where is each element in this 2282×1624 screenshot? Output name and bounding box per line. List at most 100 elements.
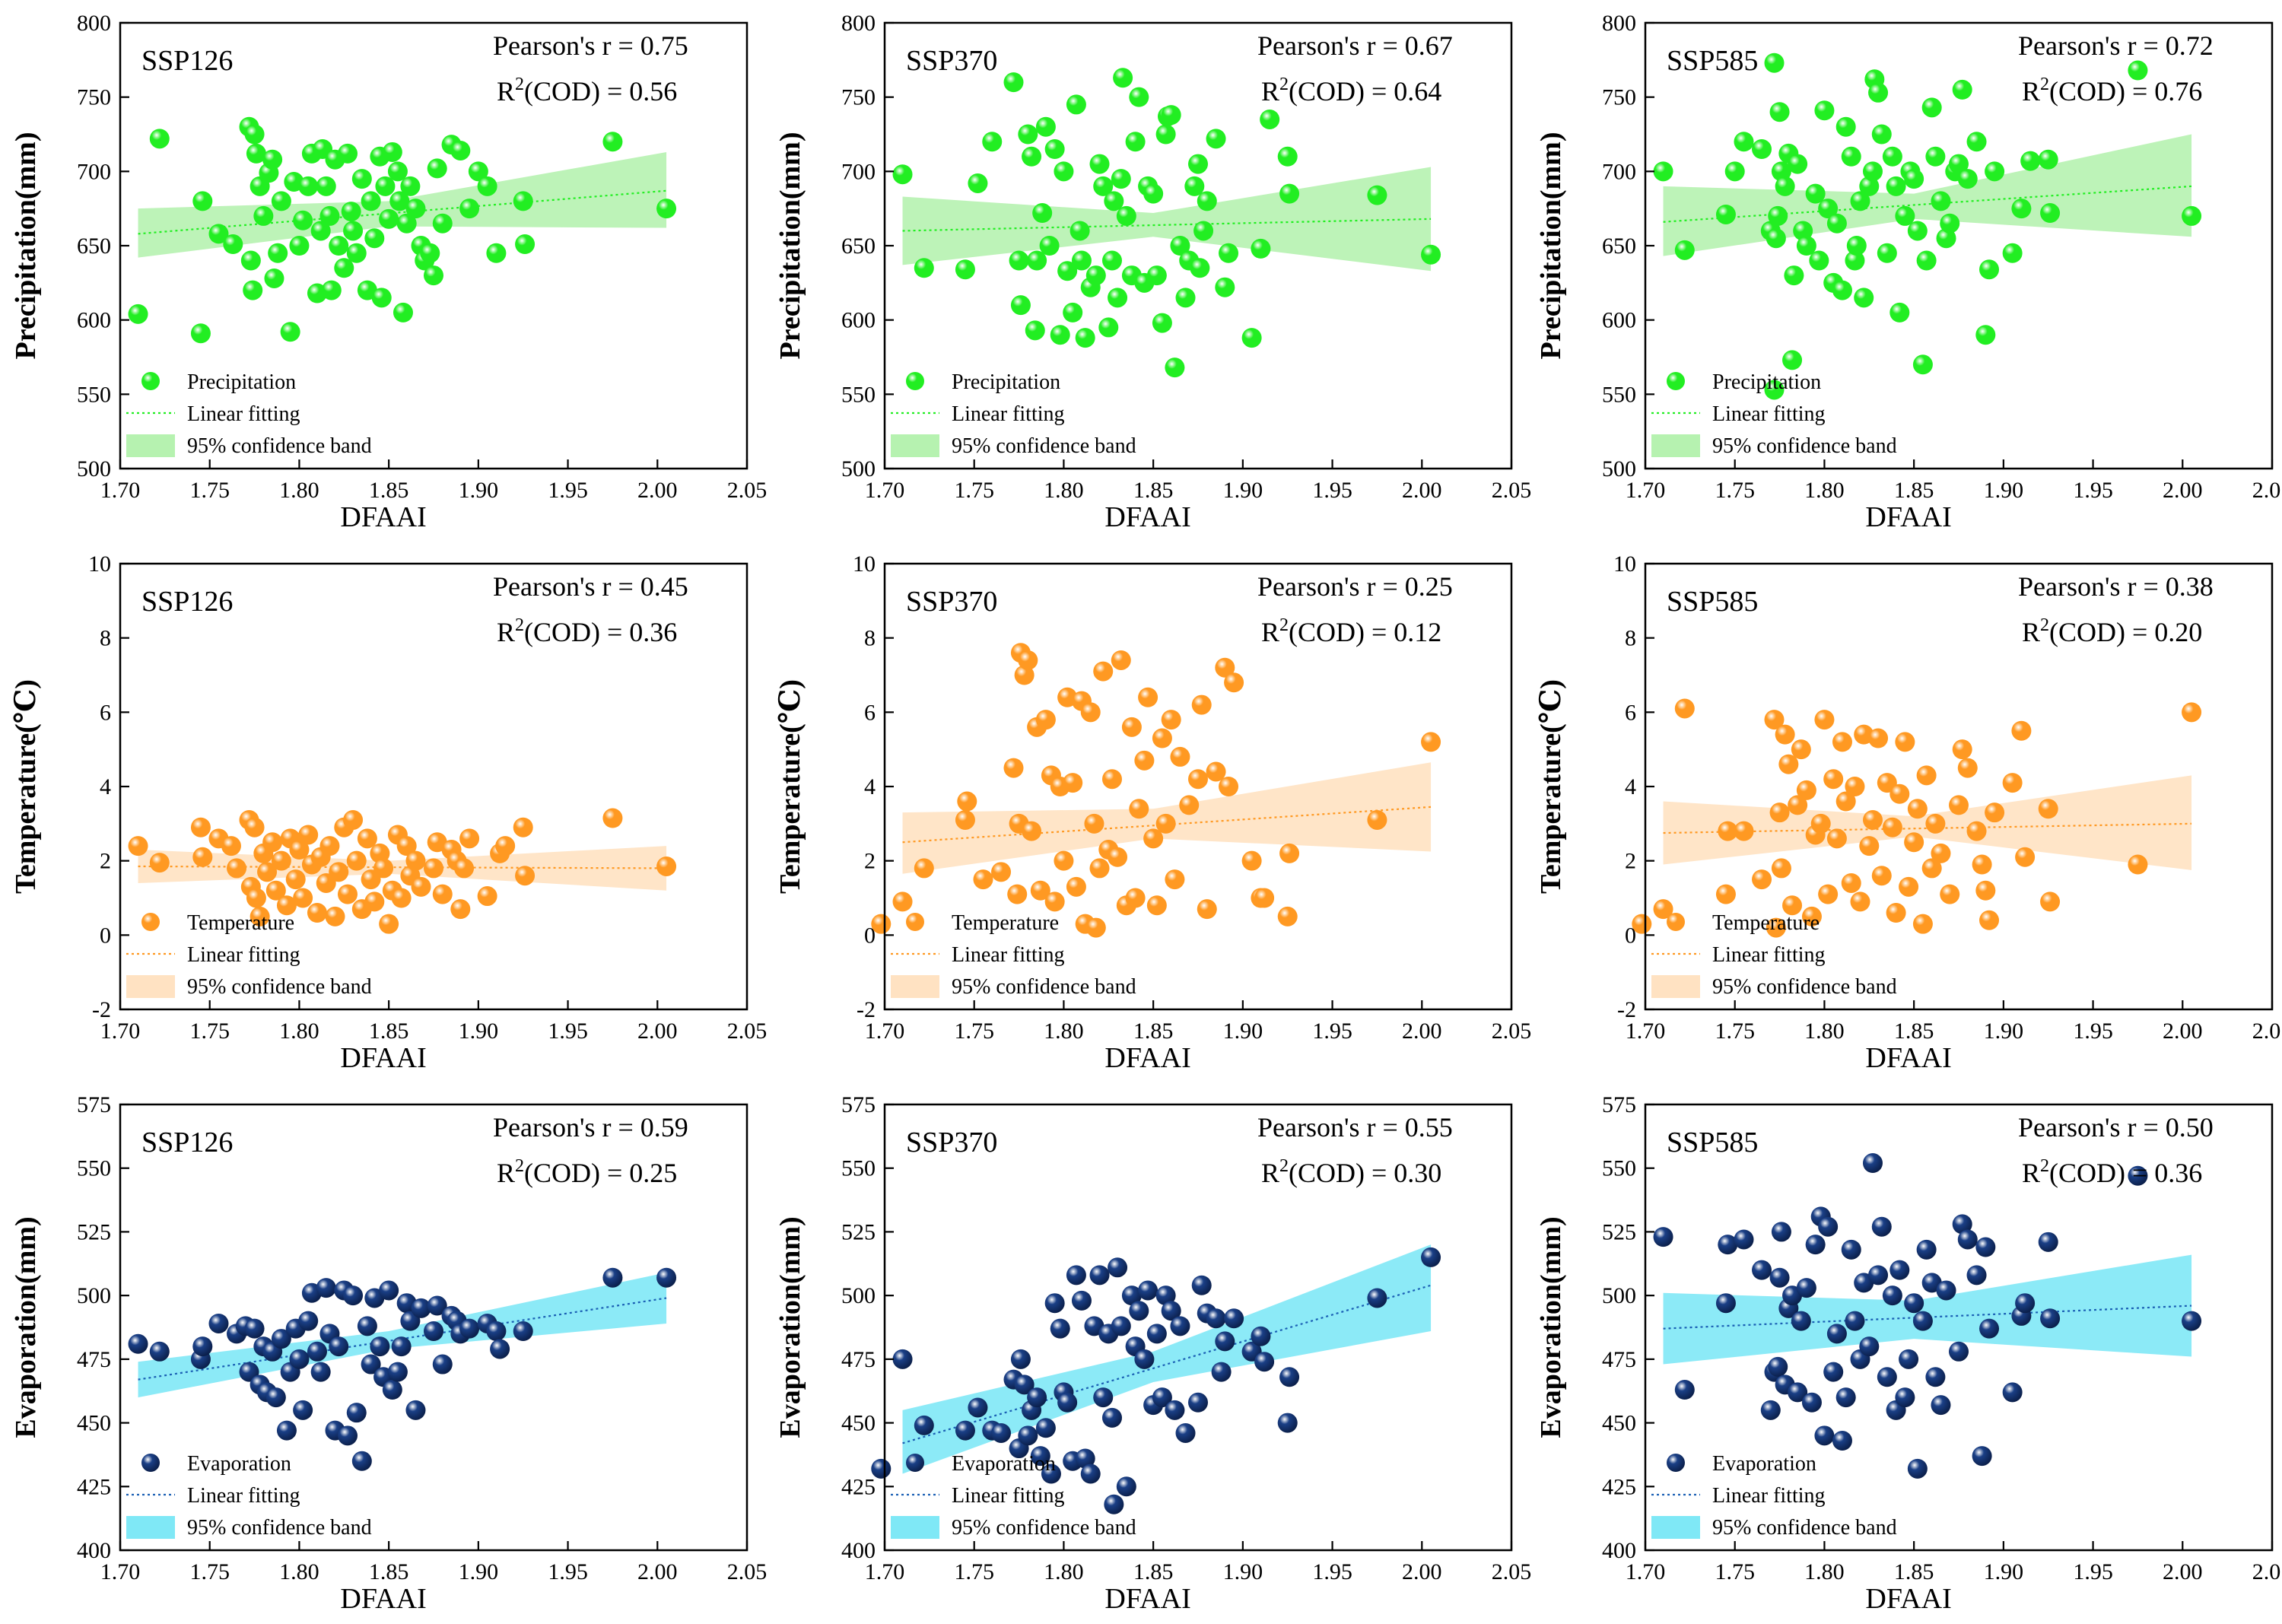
x-tick-label: 1.85: [369, 1559, 409, 1584]
data-point: [1846, 236, 1867, 256]
data-point: [1027, 1387, 1047, 1408]
x-tick-label: 2.05: [2252, 1019, 2282, 1044]
x-tick-label: 1.95: [548, 478, 588, 503]
data-point: [361, 191, 381, 211]
data-point: [264, 268, 284, 288]
data-point: [1277, 146, 1298, 167]
data-point: [1818, 1216, 1839, 1237]
legend-band-label: 95% confidence band: [1712, 1516, 1897, 1540]
data-point: [513, 817, 533, 837]
scenario-label: SSP585: [1667, 586, 1758, 618]
data-point: [1003, 72, 1024, 93]
data-point: [955, 259, 975, 280]
data-point: [513, 1321, 533, 1342]
data-point: [1165, 1400, 1185, 1420]
x-axis-label: DFAAI: [340, 501, 426, 533]
y-tick-label: 600: [77, 308, 111, 333]
data-point: [396, 213, 417, 234]
data-point: [1125, 132, 1146, 152]
data-point: [1715, 204, 1736, 224]
data-point: [262, 832, 283, 853]
data-point: [1116, 1476, 1136, 1497]
plot-frame: [883, 1103, 1513, 1552]
data-point: [1940, 884, 1960, 904]
data-point: [1826, 828, 1847, 849]
data-point: [1724, 161, 1745, 182]
pearson-label: Pearson's r = 0.59: [493, 1112, 688, 1143]
data-point: [490, 1339, 510, 1359]
data-point: [1889, 302, 1910, 323]
data-point: [1075, 1448, 1095, 1469]
data-point: [341, 202, 361, 222]
data-point: [1129, 87, 1149, 107]
data-point: [1421, 244, 1441, 265]
data-point: [1862, 809, 1883, 830]
data-point: [361, 1354, 381, 1375]
data-point: [289, 1349, 310, 1369]
x-tick-label: 1.95: [2073, 1559, 2113, 1584]
y-axis-label: Temperature(℃): [1535, 679, 1567, 894]
data-point: [1653, 1227, 1673, 1247]
data-point: [1985, 802, 2005, 823]
data-point: [2182, 702, 2202, 723]
chart-svg: 1.70 1.75 1.80 1.85 1.90 1.95 2.00 2.05 400 425 45…: [1535, 1092, 2282, 1615]
data-point: [1862, 1153, 1883, 1174]
data-point: [2040, 203, 2061, 224]
y-tick-label: 400: [1602, 1538, 1636, 1563]
data-point: [459, 1318, 480, 1339]
data-point: [149, 853, 170, 873]
x-tick-label: 1.75: [1715, 478, 1755, 503]
data-point: [1421, 1247, 1441, 1267]
data-point: [289, 236, 310, 256]
data-point: [459, 828, 480, 849]
data-point: [1251, 238, 1271, 259]
data-point: [424, 1321, 443, 1342]
data-point: [1931, 843, 1951, 863]
data-point: [1975, 325, 1996, 345]
legend-marker: [906, 913, 924, 931]
x-tick-label: 1.90: [1984, 1559, 2024, 1584]
data-point: [1936, 228, 1956, 249]
data-point: [2002, 243, 2023, 263]
y-tick-label: 650: [841, 234, 876, 259]
x-tick-label: 1.85: [1133, 1559, 1174, 1584]
x-tick-label: 2.00: [2163, 478, 2203, 503]
legend-series-label: Precipitation: [187, 370, 296, 394]
data-point: [486, 243, 507, 263]
data-point: [149, 129, 170, 149]
x-tick-label: 1.75: [954, 1559, 994, 1584]
x-tick-label: 2.05: [1492, 1019, 1532, 1044]
data-point: [1025, 320, 1045, 341]
legend-marker: [1667, 913, 1685, 931]
data-point: [1190, 258, 1210, 278]
data-point: [1003, 758, 1024, 778]
data-point: [379, 1280, 399, 1301]
x-axis-label: DFAAI: [1104, 1583, 1190, 1615]
data-point: [346, 1403, 367, 1423]
data-point: [2011, 199, 2032, 219]
data-point: [1188, 1392, 1208, 1413]
data-point: [1022, 146, 1042, 167]
data-point: [1134, 1349, 1155, 1369]
data-point: [1129, 1301, 1149, 1321]
x-tick-label: 1.70: [865, 1019, 905, 1044]
data-point: [991, 1422, 1012, 1443]
data-point: [1063, 302, 1083, 323]
data-point: [1155, 1286, 1176, 1306]
chart-svg: 1.70 1.75 1.80 1.85 1.90 1.95 2.00 2.05 -2 0 2 4 6 8 1…: [1535, 551, 2282, 1074]
x-tick-label: 2.05: [2252, 478, 2282, 503]
x-tick-label: 1.80: [1804, 1559, 1845, 1584]
chart-panel: 1.70 1.75 1.80 1.85 1.90 1.95 2.00 2.05 400 425 45…: [764, 1082, 1531, 1622]
data-point: [1889, 1260, 1910, 1280]
data-point: [329, 236, 349, 256]
data-point: [1161, 105, 1181, 126]
data-point: [310, 221, 331, 241]
data-point: [246, 888, 266, 908]
data-point: [192, 1336, 213, 1357]
data-point: [1832, 280, 1852, 300]
legend-band-label: 95% confidence band: [952, 975, 1136, 999]
data-point: [1985, 161, 2005, 182]
x-tick-label: 2.00: [637, 1559, 678, 1584]
chart-panel: 1.70 1.75 1.80 1.85 1.90 1.95 2.00 2.05 400 425 45…: [0, 1082, 767, 1622]
data-point: [1764, 52, 1785, 73]
